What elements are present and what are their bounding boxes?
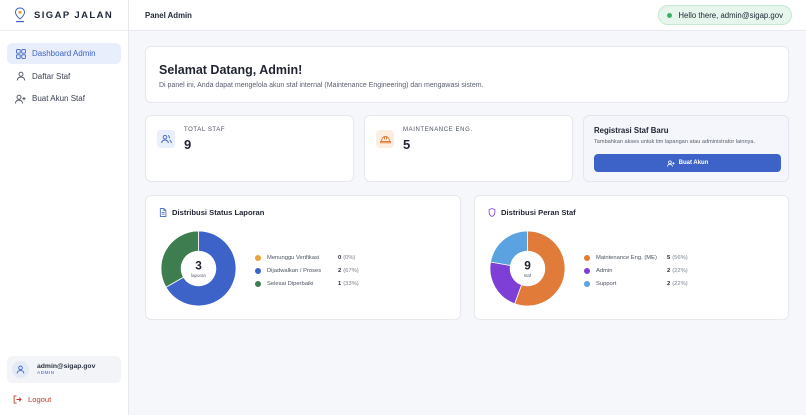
avatar: [12, 361, 29, 378]
legend-value: 0: [338, 254, 342, 261]
legend-label: Admin: [596, 267, 613, 274]
stat-value: 9: [184, 137, 192, 152]
donut-center: [180, 250, 217, 287]
chart-title-text: Distribusi Peran Staf: [501, 208, 576, 217]
grid-icon: [15, 48, 26, 59]
legend-label: Selesai Diperbaiki: [267, 280, 314, 287]
users-icon: [157, 130, 175, 148]
status-dot-icon: [667, 12, 673, 18]
legend-value: 2: [338, 267, 342, 274]
legend-label: Support: [596, 280, 617, 287]
logout-icon: [13, 395, 22, 404]
greeting-text: Hello there, admin@sigap.gov: [678, 10, 783, 20]
chart-card-status-laporan: Distribusi Status Laporan 3 laporan Menu…: [145, 195, 461, 320]
legend-item: Menunggu Verifikasi 0 (0%): [255, 251, 359, 264]
top-bar: Panel Admin Hello there, admin@sigap.gov: [129, 0, 806, 31]
sidebar-item-dashboard[interactable]: Dashboard Admin: [7, 43, 121, 64]
shield-icon: [488, 208, 496, 217]
sidebar-item-label: Dashboard Admin: [32, 49, 96, 58]
legend-item: Maintenance Eng. (ME) 5 (56%): [584, 251, 688, 264]
document-icon: [159, 208, 167, 217]
legend-color-swatch: [584, 267, 590, 274]
stat-card-maintenance-eng: MAINTENANCE ENG. 5: [364, 115, 573, 182]
legend-color-swatch: [584, 254, 590, 261]
create-account-label: Buat Akun: [678, 160, 709, 166]
legend-value: 1: [338, 280, 342, 287]
logo-icon: [13, 6, 27, 24]
donut-center-value: 3: [195, 258, 202, 272]
donut-center-value: 9: [524, 258, 531, 272]
legend-percent: (0%): [343, 254, 356, 261]
user-profile[interactable]: admin@sigap.gov ADMIN: [7, 356, 121, 383]
legend-label: Maintenance Eng. (ME): [596, 254, 657, 261]
chart-legend: Maintenance Eng. (ME) 5 (56%) Admin 2 (2…: [584, 251, 688, 290]
hard-hat-icon: [376, 130, 394, 148]
greeting-badge: Hello there, admin@sigap.gov: [658, 5, 792, 25]
chart-legend: Menunggu Verifikasi 0 (0%) Dijadwalkan /…: [255, 251, 359, 290]
sidebar-item-buat-akun-staf[interactable]: Buat Akun Staf: [7, 88, 121, 109]
logout-button[interactable]: Logout: [13, 395, 51, 404]
legend-label: Dijadwalkan / Proses: [267, 267, 322, 274]
chart-card-peran-staf: Distribusi Peran Staf 9 staf Maintenance…: [474, 195, 789, 320]
brand: SIGAP JALAN: [0, 0, 128, 31]
user-plus-icon: [15, 93, 26, 104]
page-title: Panel Admin: [145, 11, 192, 20]
donut-center: [509, 250, 546, 287]
user-email: admin@sigap.gov: [37, 363, 96, 370]
stat-label: MAINTENANCE ENG.: [403, 127, 473, 133]
sidebar: SIGAP JALAN Dashboard Admin Daftar Staf: [0, 0, 129, 415]
sidebar-item-label: Buat Akun Staf: [32, 94, 85, 103]
chart-title-text: Distribusi Status Laporan: [172, 208, 265, 217]
donut-center-label: laporan: [191, 273, 207, 278]
legend-percent: (67%): [343, 267, 359, 274]
stat-value: 5: [403, 137, 411, 152]
legend-item: Selesai Diperbaiki 1 (33%): [255, 277, 359, 290]
donut-chart: 9 staf: [489, 230, 566, 307]
sidebar-nav: Dashboard Admin Daftar Staf Buat Akun St…: [0, 31, 128, 109]
welcome-title: Selamat Datang, Admin!: [159, 63, 303, 77]
legend-color-swatch: [255, 267, 261, 274]
stat-card-total-staf: TOTAL STAF 9: [145, 115, 354, 182]
legend-color-swatch: [255, 280, 261, 287]
legend-value: 5: [667, 254, 671, 261]
welcome-card: Selamat Datang, Admin! Di panel ini, And…: [145, 46, 789, 103]
chart-title: Distribusi Peran Staf: [488, 208, 576, 217]
donut-chart: 3 laporan: [160, 230, 237, 307]
sidebar-item-daftar-staf[interactable]: Daftar Staf: [7, 66, 121, 87]
user-icon: [16, 365, 25, 374]
legend-percent: (56%): [672, 254, 688, 261]
legend-percent: (33%): [343, 280, 359, 287]
legend-percent: (22%): [672, 280, 688, 287]
legend-item: Admin 2 (22%): [584, 264, 688, 277]
donut-center-label: staf: [524, 273, 532, 278]
legend-color-swatch: [255, 254, 261, 261]
create-account-button[interactable]: Buat Akun: [594, 154, 781, 172]
stat-label: TOTAL STAF: [184, 127, 226, 133]
chart-title: Distribusi Status Laporan: [159, 208, 264, 217]
welcome-subtitle: Di panel ini, Anda dapat mengelola akun …: [159, 82, 484, 89]
logout-label: Logout: [28, 395, 52, 404]
registration-description: Tambahkan akses untuk tim lapangan atau …: [594, 139, 756, 145]
user-plus-icon: [666, 159, 675, 167]
legend-item: Dijadwalkan / Proses 2 (67%): [255, 264, 359, 277]
legend-color-swatch: [584, 280, 590, 287]
legend-value: 2: [667, 267, 671, 274]
registration-title: Registrasi Staf Baru: [594, 126, 669, 135]
legend-value: 2: [667, 280, 671, 287]
brand-name: SIGAP JALAN: [34, 9, 114, 21]
legend-item: Support 2 (22%): [584, 277, 688, 290]
legend-label: Menunggu Verifikasi: [267, 254, 320, 261]
user-icon: [15, 71, 26, 82]
legend-percent: (22%): [672, 267, 688, 274]
registration-card: Registrasi Staf Baru Tambahkan akses unt…: [583, 115, 789, 182]
sidebar-item-label: Daftar Staf: [32, 71, 71, 81]
user-role: ADMIN: [37, 371, 55, 376]
